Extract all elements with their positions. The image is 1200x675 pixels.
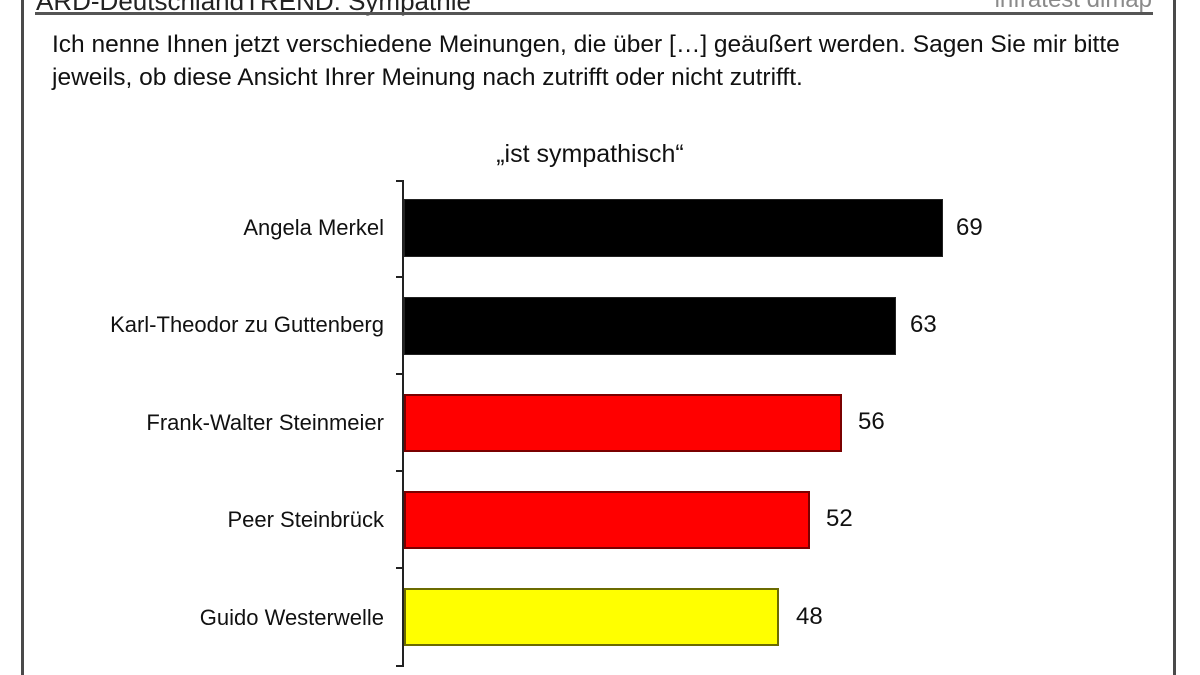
axis-tick [396,180,403,182]
survey-question: Ich nenne Ihnen jetzt verschiedene Meinu… [52,31,1120,91]
bar-peer-steinbrueck [404,491,810,549]
bar-guido-westerwelle [404,588,779,646]
axis-tick [396,567,403,569]
category-label: Frank-Walter Steinmeier [146,410,384,435]
value-label: 56 [858,408,885,435]
value-label: 48 [796,603,823,630]
category-label: Angela Merkel [243,215,384,240]
y-axis [402,180,404,667]
header-divider [35,12,1153,15]
axis-tick [396,470,403,472]
bar-angela-merkel [404,199,943,257]
bar-frank-walter-steinmeier [404,394,842,452]
category-label: Karl-Theodor zu Guttenberg [110,312,384,337]
value-label: 69 [956,214,983,241]
value-label: 52 [826,505,853,532]
chart-frame [21,0,1176,675]
axis-tick [396,276,403,278]
bar-karl-theodor-zu-guttenberg [404,297,896,355]
chart-subtitle: „ist sympathisch“ [496,140,684,168]
category-label: Guido Westerwelle [199,605,384,630]
axis-tick [396,665,403,667]
source-label: infratest dimap [995,0,1152,14]
axis-tick [396,373,403,375]
category-label: Peer Steinbrück [227,507,384,532]
value-label: 63 [910,311,937,338]
